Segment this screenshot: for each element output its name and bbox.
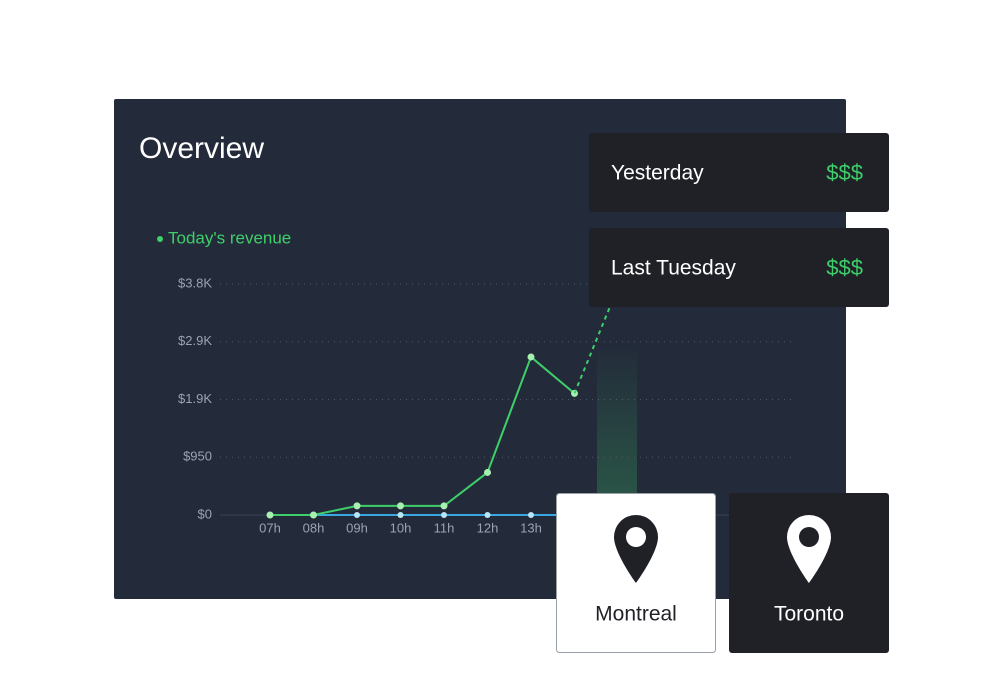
plot: $0 $950 $1.9K $2.9K $3.8K 07h 08h 09h 10h 11h 12h 1… bbox=[178, 275, 792, 535]
compare-card[interactable] bbox=[589, 228, 889, 307]
data-point bbox=[397, 502, 404, 510]
x-tick-label: 07h bbox=[259, 520, 281, 535]
x-tick-label: 10h bbox=[390, 520, 412, 535]
data-point bbox=[397, 512, 404, 518]
overview-panel bbox=[114, 99, 846, 599]
location-label: Toronto bbox=[774, 603, 844, 626]
x-tick-label: 12h bbox=[477, 520, 499, 535]
location-label: Montreal bbox=[595, 603, 677, 626]
x-tick-label: 11h bbox=[434, 520, 455, 535]
legend-label: Today's revenue bbox=[168, 228, 291, 247]
data-point bbox=[354, 512, 360, 518]
x-tick-label: 13h bbox=[520, 520, 542, 535]
x-tick-label: 09h bbox=[346, 520, 368, 535]
data-point bbox=[310, 511, 317, 519]
card-label: Last Tuesday bbox=[611, 257, 736, 280]
compare-card[interactable] bbox=[589, 133, 889, 212]
card-value: $$$ bbox=[826, 160, 863, 185]
series-line bbox=[270, 355, 576, 516]
y-tick-label: $0 bbox=[198, 506, 212, 521]
panel-title: Overview bbox=[139, 132, 264, 165]
y-tick-label: $950 bbox=[183, 449, 212, 464]
data-point bbox=[441, 512, 447, 518]
y-tick-label: $2.9K bbox=[178, 333, 212, 348]
card-label: Yesterday bbox=[611, 162, 704, 185]
series-line bbox=[573, 286, 619, 394]
pin-icon bbox=[787, 515, 831, 583]
legend-dot bbox=[157, 236, 163, 242]
card-value: $$$ bbox=[826, 255, 863, 280]
data-point bbox=[484, 468, 491, 476]
data-point bbox=[527, 353, 535, 361]
x-tick-label: 08h bbox=[303, 520, 325, 535]
y-tick-label: $1.9K bbox=[178, 391, 212, 406]
hover-highlight bbox=[597, 345, 637, 495]
y-tick-label: $3.8K bbox=[178, 275, 212, 290]
data-point bbox=[353, 502, 361, 510]
data-point bbox=[266, 511, 274, 519]
pin-icon bbox=[614, 515, 658, 583]
data-point bbox=[484, 512, 491, 518]
data-point bbox=[440, 502, 448, 510]
data-point bbox=[528, 512, 534, 518]
